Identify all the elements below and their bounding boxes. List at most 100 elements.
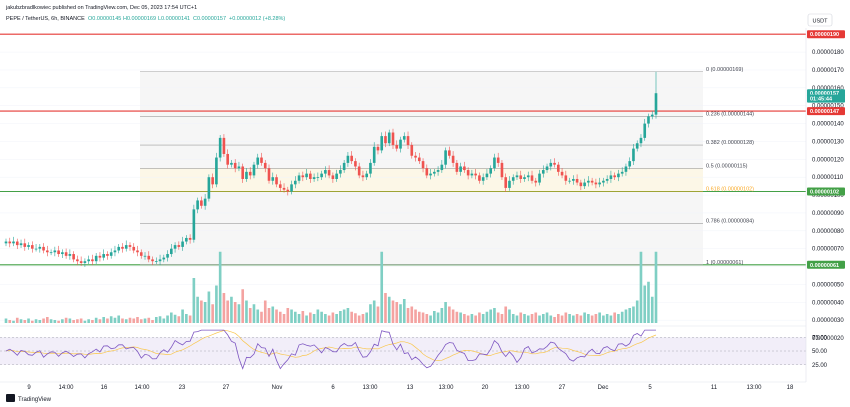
x-tick-8: 13:00: [362, 385, 378, 391]
volume-bar-135: [511, 314, 515, 323]
volume-bar-106: [402, 299, 406, 323]
candle-body-161: [609, 175, 613, 179]
volume-bar-150: [568, 314, 571, 323]
candle-body-146: [553, 162, 556, 165]
volume-bars: [4, 251, 658, 323]
volume-bar-18: [72, 320, 75, 323]
volume-bar-91: [346, 308, 350, 323]
volume-bar-128: [485, 311, 489, 323]
time-axis[interactable]: 9 14:00 16 14:00 23 27 Nov 6 13:00 13 13:00 20 13:00…: [27, 385, 794, 391]
candle-body-19: [76, 259, 79, 262]
price-tag-bg-2: [807, 94, 845, 103]
candle-body-70: [267, 168, 271, 181]
volume-bar-158: [598, 312, 601, 323]
candle-body-79: [301, 175, 305, 178]
candle-body-169: [639, 137, 643, 144]
candle-body-44: [170, 248, 173, 255]
volume-bar-37: [143, 318, 147, 323]
candle-body-69: [263, 162, 267, 169]
candle-body-3: [15, 241, 19, 246]
candle-body-60: [230, 162, 233, 165]
fib-retracement[interactable]: 0 (0.00000169) 0.236 (0.00000144) 0.382 (0…: [140, 67, 754, 266]
candle-body-129: [489, 168, 492, 174]
volume-bar-138: [523, 314, 526, 323]
x-tick-16: 11: [711, 385, 718, 391]
volume-bar-123: [466, 315, 470, 323]
candle-body-12: [49, 252, 53, 254]
ohlc-open: O0.00000145: [88, 16, 121, 22]
volume-bar-110: [417, 311, 421, 323]
volume-bar-90: [342, 309, 346, 323]
candle-body-21: [83, 261, 87, 263]
volume-bar-45: [173, 314, 177, 323]
candle-body-163: [617, 173, 620, 178]
candle-body-34: [132, 246, 136, 251]
volume-bar-172: [650, 296, 654, 323]
x-tick-7: 6: [331, 385, 335, 391]
candle-body-162: [613, 175, 616, 178]
volume-bar-26: [102, 317, 106, 323]
price-tag-0: 0.00000190: [807, 30, 845, 38]
candle-body-11: [46, 250, 49, 253]
y-tick-0: 0.00000180: [812, 50, 844, 56]
volume-bar-32: [124, 319, 128, 323]
candle-body-95: [361, 175, 365, 178]
volume-bar-13: [53, 320, 57, 323]
x-tick-15: 5: [648, 385, 652, 391]
volume-bar-161: [609, 315, 613, 323]
currency-badge[interactable]: USDT: [807, 13, 833, 27]
candle-body-1: [8, 241, 12, 244]
candle-body-88: [335, 173, 338, 179]
candle-body-157: [594, 182, 598, 185]
volume-bar-87: [331, 312, 335, 323]
volume-bar-79: [301, 311, 305, 323]
candle-body-103: [391, 132, 395, 146]
candle-body-63: [241, 166, 245, 179]
volume-bar-54: [207, 291, 211, 323]
candle-body-10: [42, 246, 45, 251]
candle-body-56: [215, 157, 218, 185]
volume-bar-127: [481, 314, 485, 323]
volume-bar-39: [151, 320, 154, 323]
volume-bar-74: [282, 314, 286, 323]
volume-bar-50: [192, 278, 196, 323]
x-tick-2: 16: [101, 385, 108, 391]
candle-body-84: [320, 173, 323, 178]
price-tags: 0.000001900.0000015701:45:440.000001470.…: [807, 30, 845, 269]
candle-body-133: [504, 177, 508, 188]
candle-body-23: [91, 259, 94, 262]
volume-bar-152: [575, 314, 579, 323]
volume-bar-101: [384, 293, 387, 323]
price-axis[interactable]: 0.00000180 0.00000170 0.00000160 0.00000150…: [812, 50, 844, 342]
candle-body-138: [523, 177, 526, 179]
candle-body-61: [233, 162, 237, 169]
volume-bar-43: [166, 315, 169, 323]
candle-body-32: [124, 245, 128, 249]
volume-bar-145: [549, 315, 553, 323]
candle-body-83: [316, 177, 320, 178]
candle-body-114: [433, 171, 436, 174]
candle-body-158: [598, 182, 601, 185]
candle-body-93: [354, 161, 357, 167]
candle-body-73: [278, 184, 282, 188]
volume-bar-49: [188, 315, 192, 323]
volume-bar-117: [444, 302, 447, 323]
rsi-line: [5, 329, 656, 370]
candle-body-134: [508, 180, 511, 188]
volume-bar-109: [414, 309, 417, 323]
candle-body-125: [474, 173, 477, 176]
volume-bar-15: [61, 319, 64, 323]
candle-body-166: [628, 161, 632, 167]
volume-bar-28: [109, 316, 113, 323]
volume-bar-112: [425, 314, 429, 323]
volume-bar-3: [15, 317, 19, 323]
candle-body-149: [564, 175, 568, 181]
fib-label-4: 0.618 (0.00000102): [706, 186, 754, 192]
candle-body-140: [530, 175, 534, 181]
volume-bar-24: [94, 317, 98, 323]
y-tick-10: 0.00000080: [812, 229, 844, 235]
volume-bar-30: [117, 315, 121, 323]
volume-bar-103: [391, 300, 395, 323]
volume-bar-9: [38, 320, 42, 323]
